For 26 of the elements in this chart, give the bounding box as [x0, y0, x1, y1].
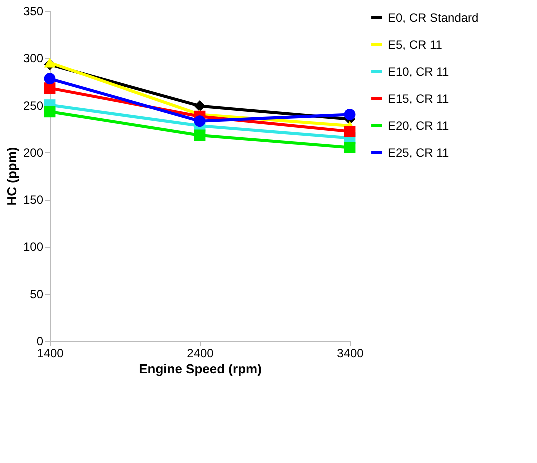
y-tick-label: 250 [23, 98, 44, 113]
x-tick-label: 2400 [187, 346, 214, 360]
legend-label: E5, CR 11 [388, 38, 443, 52]
legend-label: E20, CR 11 [388, 119, 450, 133]
x-axis-title: Engine Speed (rpm) [139, 362, 262, 376]
y-tick-label: 0 [36, 334, 44, 348]
y-tick-label: 300 [23, 52, 44, 66]
point [194, 116, 206, 128]
point [194, 130, 206, 142]
legend-label: E25, CR 11 [388, 146, 450, 160]
x-tick-label: 1400 [37, 346, 64, 360]
y-tick-label: 100 [23, 240, 44, 254]
y-axis-title: HC (ppm) [4, 147, 20, 206]
legend-label: E15, CR 11 [388, 92, 450, 106]
point [344, 142, 356, 154]
legend-label: E10, CR 11 [388, 65, 450, 79]
x-tick-label: 3400 [337, 346, 364, 360]
point [44, 73, 56, 85]
y-tick-label: 350 [23, 4, 44, 18]
legend-label: E0, CR Standard [388, 11, 479, 25]
y-tick-label: 50 [30, 287, 44, 302]
point [44, 106, 56, 118]
y-tick-label: 150 [23, 193, 44, 208]
point [344, 109, 356, 120]
y-tick-label: 200 [23, 146, 44, 160]
point [194, 100, 206, 112]
